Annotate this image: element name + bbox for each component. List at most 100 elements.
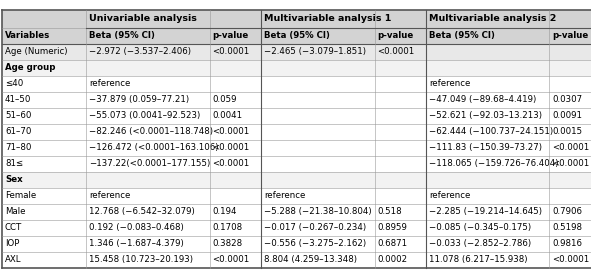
Bar bbox=[2, 124, 86, 140]
Bar bbox=[209, 204, 261, 219]
Bar bbox=[261, 252, 374, 268]
Bar bbox=[209, 155, 261, 171]
Bar bbox=[550, 91, 598, 107]
Bar bbox=[2, 107, 86, 124]
Text: <0.0001: <0.0001 bbox=[553, 159, 590, 168]
Bar bbox=[209, 107, 261, 124]
Text: Female: Female bbox=[5, 191, 36, 200]
Text: −37.879 (0.059–77.21): −37.879 (0.059–77.21) bbox=[89, 95, 189, 104]
Text: p-value: p-value bbox=[377, 31, 414, 40]
Text: 1.346 (−1.687–4.379): 1.346 (−1.687–4.379) bbox=[89, 239, 184, 248]
Bar bbox=[550, 27, 598, 43]
Text: 11.078 (6.217–15.938): 11.078 (6.217–15.938) bbox=[429, 255, 527, 264]
Bar bbox=[2, 171, 86, 188]
Bar bbox=[261, 76, 374, 91]
Bar bbox=[426, 171, 550, 188]
Bar bbox=[426, 27, 550, 43]
Bar bbox=[550, 76, 598, 91]
Text: −5.288 (−21.38–10.804): −5.288 (−21.38–10.804) bbox=[264, 207, 371, 216]
Bar bbox=[2, 204, 86, 219]
Bar bbox=[261, 91, 374, 107]
Text: −126.472 (<0.0001–163.106): −126.472 (<0.0001–163.106) bbox=[89, 143, 218, 152]
Text: −0.033 (−2.852–2.786): −0.033 (−2.852–2.786) bbox=[429, 239, 531, 248]
Bar bbox=[2, 91, 86, 107]
Bar bbox=[261, 9, 426, 27]
Bar bbox=[426, 76, 550, 91]
Bar bbox=[2, 188, 86, 204]
Bar bbox=[426, 107, 550, 124]
Bar bbox=[374, 140, 426, 155]
Bar bbox=[2, 140, 86, 155]
Bar bbox=[261, 219, 374, 235]
Bar bbox=[261, 107, 374, 124]
Text: 0.7906: 0.7906 bbox=[553, 207, 582, 216]
Bar bbox=[374, 124, 426, 140]
Text: 0.0015: 0.0015 bbox=[553, 127, 582, 136]
Text: −118.065 (−159.726–76.404): −118.065 (−159.726–76.404) bbox=[429, 159, 559, 168]
Text: CCT: CCT bbox=[5, 223, 22, 232]
Bar bbox=[374, 76, 426, 91]
Bar bbox=[550, 235, 598, 252]
Bar bbox=[86, 188, 209, 204]
Text: reference: reference bbox=[429, 79, 470, 88]
Bar bbox=[550, 155, 598, 171]
Bar bbox=[374, 219, 426, 235]
Text: −62.444 (−100.737–24.151): −62.444 (−100.737–24.151) bbox=[429, 127, 553, 136]
Bar bbox=[550, 204, 598, 219]
Bar bbox=[261, 124, 374, 140]
Bar bbox=[426, 252, 550, 268]
Bar bbox=[86, 76, 209, 91]
Bar bbox=[426, 204, 550, 219]
Bar bbox=[209, 27, 261, 43]
Bar bbox=[426, 91, 550, 107]
Bar bbox=[2, 252, 86, 268]
Text: 0.059: 0.059 bbox=[212, 95, 237, 104]
Text: 12.768 (−6.542–32.079): 12.768 (−6.542–32.079) bbox=[89, 207, 195, 216]
Bar bbox=[209, 219, 261, 235]
Bar bbox=[2, 60, 86, 76]
Bar bbox=[2, 9, 86, 27]
Text: −0.556 (−3.275–2.162): −0.556 (−3.275–2.162) bbox=[264, 239, 366, 248]
Text: −137.22(<0.0001–177.155): −137.22(<0.0001–177.155) bbox=[89, 159, 210, 168]
Text: 0.0091: 0.0091 bbox=[553, 111, 582, 120]
Bar bbox=[2, 155, 86, 171]
Text: <0.0001: <0.0001 bbox=[212, 159, 250, 168]
Text: ≤40: ≤40 bbox=[5, 79, 23, 88]
Text: 41–50: 41–50 bbox=[5, 95, 31, 104]
Bar bbox=[426, 219, 550, 235]
Text: <0.0001: <0.0001 bbox=[377, 47, 415, 56]
Bar bbox=[86, 140, 209, 155]
Bar bbox=[86, 155, 209, 171]
Text: reference: reference bbox=[89, 191, 130, 200]
Text: p-value: p-value bbox=[212, 31, 249, 40]
Text: −111.83 (−150.39–73.27): −111.83 (−150.39–73.27) bbox=[429, 143, 542, 152]
Text: reference: reference bbox=[89, 79, 130, 88]
Text: Variables: Variables bbox=[5, 31, 50, 40]
Text: 0.0041: 0.0041 bbox=[212, 111, 243, 120]
Text: 0.0002: 0.0002 bbox=[377, 255, 408, 264]
Bar bbox=[426, 9, 598, 27]
Bar bbox=[2, 43, 86, 60]
Bar bbox=[86, 124, 209, 140]
Text: 15.458 (10.723–20.193): 15.458 (10.723–20.193) bbox=[89, 255, 193, 264]
Text: <0.0001: <0.0001 bbox=[553, 143, 590, 152]
Text: reference: reference bbox=[264, 191, 305, 200]
Bar bbox=[86, 219, 209, 235]
Bar bbox=[374, 155, 426, 171]
Text: 81≤: 81≤ bbox=[5, 159, 23, 168]
Bar bbox=[550, 43, 598, 60]
Text: 61–70: 61–70 bbox=[5, 127, 31, 136]
Text: <0.0001: <0.0001 bbox=[212, 127, 250, 136]
Bar bbox=[86, 9, 261, 27]
Bar bbox=[374, 43, 426, 60]
Text: Age (Numeric): Age (Numeric) bbox=[5, 47, 68, 56]
Bar bbox=[261, 171, 374, 188]
Bar bbox=[550, 60, 598, 76]
Bar bbox=[209, 43, 261, 60]
Bar bbox=[209, 188, 261, 204]
Text: 0.518: 0.518 bbox=[377, 207, 402, 216]
Bar bbox=[426, 140, 550, 155]
Bar bbox=[374, 27, 426, 43]
Text: Multivariable analysis 1: Multivariable analysis 1 bbox=[264, 14, 391, 23]
Bar bbox=[209, 140, 261, 155]
